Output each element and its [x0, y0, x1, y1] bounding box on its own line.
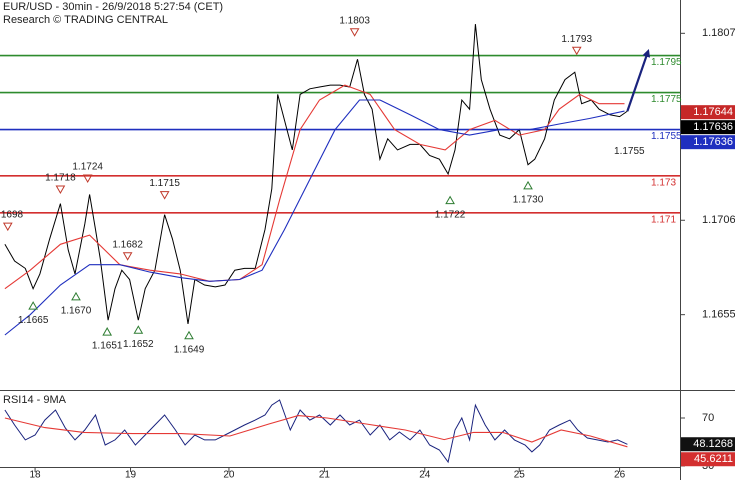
low-marker: [71, 291, 81, 301]
low-marker: [102, 327, 113, 336]
high-marker: [122, 252, 133, 261]
y-tick-label: 70: [702, 412, 714, 424]
x-tick-label: 18: [30, 470, 42, 480]
high-label: 1.1724: [72, 162, 103, 173]
price-tag-label: 1.17636: [693, 136, 733, 148]
series-line: [4, 99, 625, 336]
level-label: 1.1755: [651, 131, 682, 142]
price-tag-label: 1.17644: [693, 106, 733, 118]
high-label: 1.1793: [561, 34, 592, 45]
price-tag-box: [681, 105, 735, 120]
low-marker: [445, 195, 455, 205]
high-label: 1.1698: [0, 210, 24, 221]
high-label: 1.1803: [339, 15, 370, 26]
low-marker: [523, 180, 533, 190]
level-label: 1.173: [651, 177, 676, 188]
low-marker: [184, 330, 194, 340]
high-marker: [159, 191, 170, 200]
low-label: 1.1670: [61, 306, 92, 317]
chart-title: EUR/USD - 30min - 26/9/2018 5:27:54 (CET…: [3, 1, 223, 13]
y-tick-label: 1.1807: [702, 27, 735, 39]
forecast-arrow: [626, 48, 651, 112]
high-marker: [2, 222, 13, 232]
price-tag-label: 1.17636: [693, 121, 733, 133]
high-label: 1.1682: [112, 239, 143, 250]
low-label: 1.1665: [18, 315, 49, 326]
high-label: 1.1715: [149, 178, 180, 189]
low-label: 1.1652: [123, 339, 154, 350]
level-label: 1.1795: [651, 57, 682, 68]
x-tick-label: 21: [319, 470, 331, 480]
x-tick-label: 25: [514, 470, 526, 480]
high-marker: [82, 174, 93, 183]
low-marker: [133, 325, 144, 334]
price-tag-box: [681, 120, 735, 135]
low-label: 1.1730: [513, 194, 544, 205]
x-tick-label: 20: [223, 470, 235, 480]
y-tick-label: 1.1706: [702, 214, 735, 226]
target-label: 1.1755: [614, 146, 645, 157]
high-marker: [55, 185, 66, 195]
chart-subtitle: Research © TRADING CENTRAL: [3, 14, 168, 26]
low-label: 1.1649: [174, 344, 205, 355]
high-marker: [571, 46, 582, 56]
x-tick-label: 26: [614, 470, 626, 480]
x-tick-label: 19: [125, 470, 137, 480]
price-tag-box: [681, 437, 735, 452]
level-label: 1.171: [651, 215, 676, 226]
low-label: 1.1651: [92, 341, 123, 352]
price-tag-box: [681, 452, 735, 467]
price-tag-label: 48.1268: [693, 438, 733, 450]
low-marker: [28, 301, 38, 310]
x-tick-label: 24: [419, 470, 431, 480]
price-tag-box: [681, 135, 735, 150]
series-line: [4, 24, 628, 324]
series-line: [4, 415, 628, 448]
price-tag-label: 45.6211: [694, 453, 733, 465]
level-label: 1.1775: [651, 94, 682, 105]
low-label: 1.1722: [435, 209, 466, 220]
rsi-title: RSI14 - 9MA: [3, 394, 67, 406]
high-label: 1.1718: [45, 173, 76, 184]
series-line: [4, 399, 628, 464]
high-marker: [349, 28, 360, 37]
y-tick-label: 1.1655: [702, 309, 735, 321]
